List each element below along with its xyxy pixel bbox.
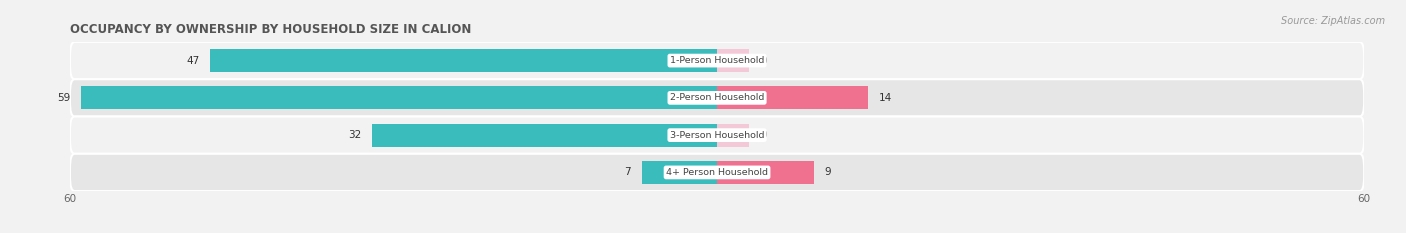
Text: 59: 59 — [58, 93, 70, 103]
Text: 4+ Person Household: 4+ Person Household — [666, 168, 768, 177]
Text: 14: 14 — [879, 93, 891, 103]
FancyBboxPatch shape — [70, 154, 1364, 191]
Bar — [373, 123, 717, 147]
FancyBboxPatch shape — [70, 116, 1364, 154]
FancyBboxPatch shape — [70, 79, 1364, 116]
Text: 7: 7 — [624, 168, 631, 177]
Text: 0: 0 — [761, 56, 766, 65]
Text: 9: 9 — [825, 168, 831, 177]
FancyBboxPatch shape — [70, 42, 1364, 79]
Bar — [717, 123, 749, 147]
Bar — [82, 86, 717, 110]
Bar — [211, 49, 717, 72]
Bar — [641, 161, 717, 184]
Text: 1-Person Household: 1-Person Household — [669, 56, 765, 65]
Text: 32: 32 — [349, 130, 361, 140]
Text: OCCUPANCY BY OWNERSHIP BY HOUSEHOLD SIZE IN CALION: OCCUPANCY BY OWNERSHIP BY HOUSEHOLD SIZE… — [70, 23, 471, 36]
Bar — [717, 161, 814, 184]
Bar — [717, 86, 868, 110]
Bar — [717, 49, 749, 72]
Text: 47: 47 — [187, 56, 200, 65]
Text: 0: 0 — [761, 130, 766, 140]
Text: 3-Person Household: 3-Person Household — [669, 131, 765, 140]
Text: 2-Person Household: 2-Person Household — [669, 93, 765, 102]
Text: Source: ZipAtlas.com: Source: ZipAtlas.com — [1281, 16, 1385, 26]
